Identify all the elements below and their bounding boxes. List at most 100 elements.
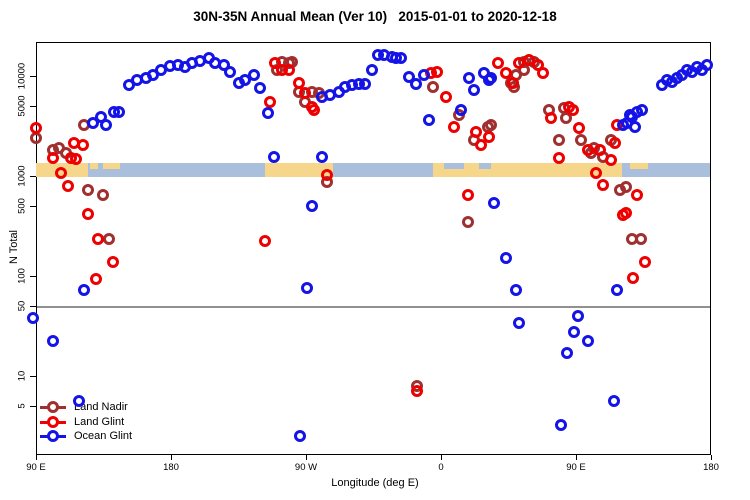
data-point-land-glint: [320, 169, 333, 182]
map-band-sea-notch: [478, 162, 491, 170]
data-point-land-glint: [431, 65, 444, 78]
data-point-land-glint: [76, 139, 89, 152]
data-point-land-glint: [298, 87, 311, 100]
data-point-land-glint: [609, 136, 622, 149]
x-tick-mark: [306, 455, 307, 460]
data-point-land-glint: [91, 233, 104, 246]
legend-label: Ocean Glint: [74, 430, 133, 442]
y-tick-label: 10000: [16, 62, 28, 90]
data-point-ocean-glint: [358, 78, 371, 91]
y-tick-label: 10: [16, 370, 28, 382]
data-point-ocean-glint: [418, 69, 431, 82]
data-point-land-glint: [268, 57, 281, 69]
data-point-land-glint: [411, 384, 424, 397]
data-point-ocean-glint: [560, 346, 573, 359]
x-tick-label: 90 W: [294, 462, 318, 473]
x-tick-label: 90 E: [26, 462, 46, 473]
data-point-land-nadir: [102, 232, 115, 245]
data-point-ocean-glint: [611, 284, 624, 297]
data-point-land-glint: [259, 234, 272, 247]
data-point-land-glint: [627, 271, 640, 284]
data-point-ocean-glint: [487, 197, 500, 209]
y-tick-mark: [30, 206, 36, 208]
y-tick-mark: [30, 176, 36, 177]
data-point-land-glint: [604, 154, 617, 167]
data-point-land-glint: [475, 139, 488, 152]
y-tick-label: 1000: [16, 165, 28, 187]
legend-entry: Ocean Glint: [40, 429, 132, 444]
data-point-ocean-glint: [554, 419, 567, 432]
data-point-ocean-glint: [293, 430, 306, 443]
data-point-ocean-glint: [112, 106, 125, 119]
x-tick-mark: [711, 455, 712, 460]
data-point-ocean-glint: [224, 65, 237, 78]
x-tick-label: 0: [438, 462, 444, 473]
data-point-land-glint: [54, 167, 67, 180]
x-tick-mark: [576, 455, 577, 460]
data-point-land-glint: [589, 167, 602, 180]
map-band-land-fragment: [630, 162, 649, 169]
data-point-ocean-glint: [27, 312, 39, 324]
data-point-land-glint: [462, 188, 474, 201]
legend: Land Nadir Land Glint Ocean Glint: [40, 400, 132, 444]
data-point-land-glint: [470, 126, 483, 139]
legend-circle-icon: [47, 415, 59, 428]
reference-line-50: [37, 306, 710, 309]
data-point-land-glint: [506, 77, 519, 90]
y-tick-mark: [30, 275, 36, 277]
data-point-land-glint: [30, 122, 42, 135]
data-point-land-glint: [499, 67, 512, 80]
y-tick-label: 5000: [16, 95, 28, 117]
data-point-land-nadir: [552, 134, 565, 147]
data-point-land-glint: [106, 256, 119, 268]
x-tick-mark: [171, 455, 172, 460]
map-band-land: [264, 162, 333, 178]
data-point-ocean-glint: [581, 334, 594, 347]
data-point-land-nadir: [574, 134, 587, 147]
data-point-land-glint: [596, 179, 609, 192]
data-point-land-nadir: [484, 118, 497, 131]
data-point-ocean-glint: [700, 58, 713, 71]
map-band-sea-notch: [444, 162, 465, 170]
x-tick-label: 180: [163, 462, 179, 473]
x-tick-label: 90 E: [566, 462, 586, 473]
y-tick-mark: [30, 406, 36, 408]
data-point-ocean-glint: [305, 200, 318, 213]
data-point-land-glint: [594, 144, 607, 156]
data-point-land-glint: [61, 180, 74, 193]
y-tick-mark: [30, 76, 36, 78]
data-point-ocean-glint: [468, 83, 480, 96]
plot-area: [36, 42, 711, 455]
legend-circle-icon: [47, 401, 59, 414]
legend-entry: Land Nadir: [40, 400, 132, 415]
data-point-ocean-glint: [365, 63, 378, 76]
data-point-land-glint: [631, 188, 644, 201]
data-point-land-glint: [581, 144, 594, 156]
data-point-ocean-glint: [571, 309, 584, 322]
data-point-land-glint: [69, 152, 82, 165]
y-tick-label: 500: [16, 198, 28, 215]
data-point-land-nadir: [96, 188, 109, 201]
data-point-ocean-glint: [395, 52, 408, 65]
data-point-ocean-glint: [410, 78, 423, 91]
data-point-land-nadir: [81, 184, 94, 197]
data-point-land-glint: [552, 152, 565, 165]
data-point-ocean-glint: [499, 252, 512, 265]
data-point-ocean-glint: [567, 326, 580, 339]
y-tick-label: 50: [16, 300, 28, 312]
data-point-land-nadir: [462, 215, 474, 228]
data-point-ocean-glint: [77, 284, 90, 296]
map-band-land-fragment: [102, 162, 120, 169]
data-point-ocean-glint: [300, 281, 313, 294]
data-point-ocean-glint: [455, 104, 468, 117]
data-point-land-glint: [81, 207, 94, 220]
data-point-land-glint: [448, 121, 461, 134]
y-tick-label: 100: [16, 268, 28, 284]
data-point-land-glint: [492, 57, 504, 69]
legend-marker: [40, 415, 66, 428]
legend-circle-icon: [47, 430, 59, 443]
data-point-land-nadir: [635, 233, 648, 246]
chart-title: 30N-35N Annual Mean (Ver 10) 2015-01-01 …: [193, 9, 557, 24]
data-point-ocean-glint: [512, 316, 525, 329]
